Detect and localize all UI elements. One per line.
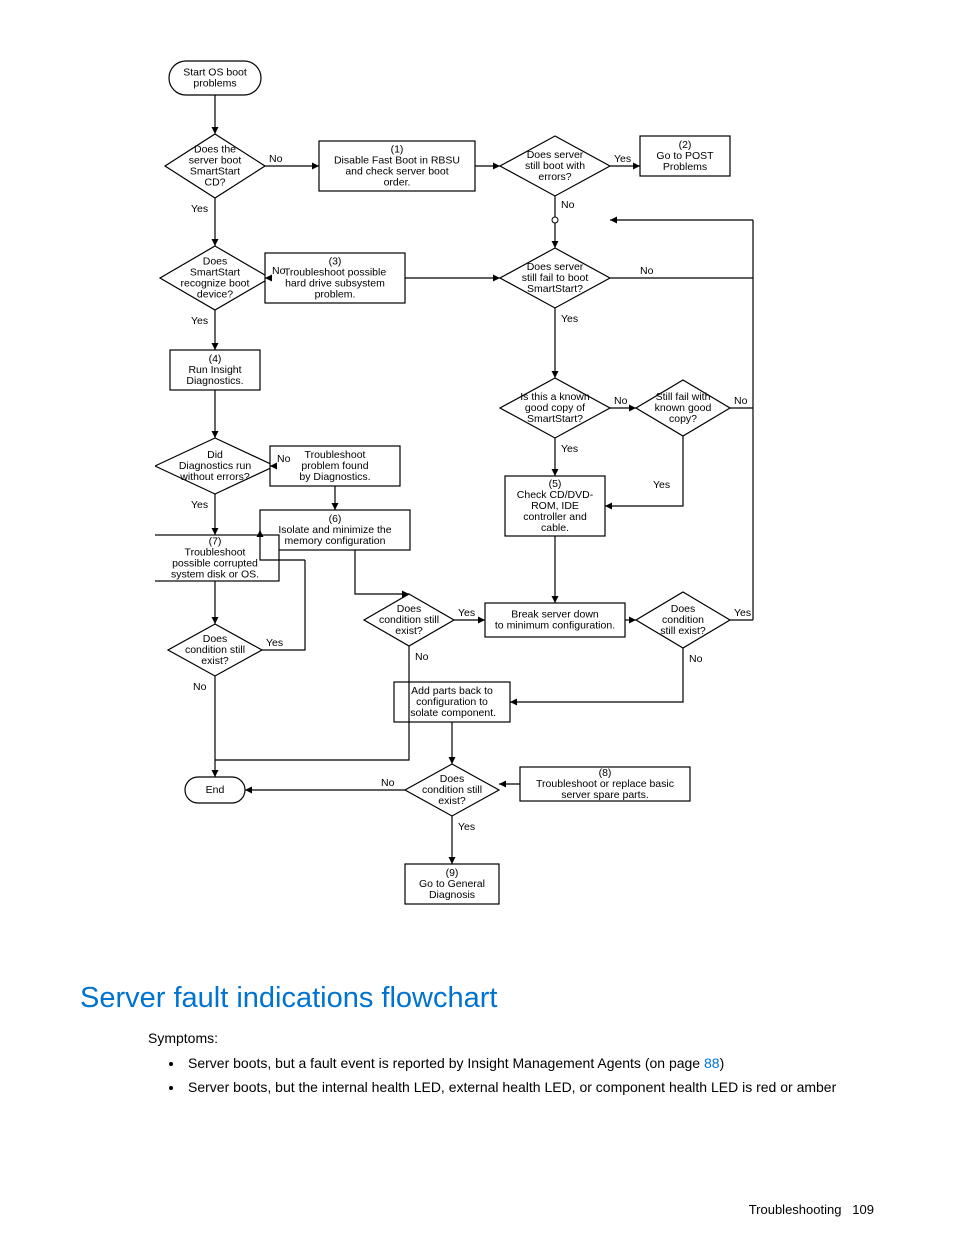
svg-text:Yes: Yes xyxy=(653,479,670,491)
svg-text:Yes: Yes xyxy=(266,637,283,649)
svg-text:server spare parts.: server spare parts. xyxy=(561,789,649,801)
svg-text:Yes: Yes xyxy=(614,153,631,165)
bullet1-text-b: ) xyxy=(720,1055,725,1071)
svg-text:Yes: Yes xyxy=(191,203,208,215)
svg-text:Yes: Yes xyxy=(191,499,208,511)
svg-text:Diagnostics.: Diagnostics. xyxy=(186,375,243,387)
svg-text:device?: device? xyxy=(197,289,233,301)
svg-text:Yes: Yes xyxy=(458,607,475,619)
svg-text:exist?: exist? xyxy=(201,655,229,667)
svg-text:memory configuration: memory configuration xyxy=(285,535,386,547)
svg-text:No: No xyxy=(640,265,654,277)
svg-text:Yes: Yes xyxy=(458,821,475,833)
svg-text:system disk or OS.: system disk or OS. xyxy=(171,569,259,581)
bullet-1: Server boots, but a fault event is repor… xyxy=(184,1055,836,1071)
svg-text:No: No xyxy=(561,199,575,211)
svg-text:order.: order. xyxy=(384,177,411,189)
page-footer: Troubleshooting 109 xyxy=(749,1202,874,1217)
svg-text:Yes: Yes xyxy=(734,607,751,619)
svg-text:cable.: cable. xyxy=(541,522,569,534)
svg-text:without errors?: without errors? xyxy=(179,471,250,483)
svg-text:by Diagnostics.: by Diagnostics. xyxy=(299,471,370,483)
svg-text:No: No xyxy=(269,153,283,165)
svg-text:CD?: CD? xyxy=(204,177,225,189)
svg-text:to minimum configuration.: to minimum configuration. xyxy=(495,620,615,632)
svg-text:No: No xyxy=(734,395,748,407)
svg-text:Problems: Problems xyxy=(663,161,707,173)
svg-text:SmartStart?: SmartStart? xyxy=(527,413,583,425)
svg-text:exist?: exist? xyxy=(395,625,423,637)
svg-text:No: No xyxy=(272,265,286,277)
svg-text:problem.: problem. xyxy=(315,289,356,301)
svg-text:No: No xyxy=(415,651,429,663)
svg-text:still exist?: still exist? xyxy=(660,625,706,637)
svg-text:No: No xyxy=(614,395,628,407)
footer-page-number: 109 xyxy=(852,1202,874,1217)
symptoms-label: Symptoms: xyxy=(148,1028,218,1048)
svg-text:Yes: Yes xyxy=(191,315,208,327)
svg-text:errors?: errors? xyxy=(538,171,571,183)
bullet1-text-a: Server boots, but a fault event is repor… xyxy=(188,1055,704,1071)
svg-text:problems: problems xyxy=(193,78,236,90)
svg-text:No: No xyxy=(381,777,395,789)
svg-text:copy?: copy? xyxy=(669,413,697,425)
svg-text:No: No xyxy=(193,681,207,693)
svg-text:Yes: Yes xyxy=(561,313,578,325)
svg-text:isolate component.: isolate component. xyxy=(408,707,496,719)
svg-text:Diagnosis: Diagnosis xyxy=(429,889,475,901)
footer-section: Troubleshooting xyxy=(749,1202,842,1217)
bullet-2: Server boots, but the internal health LE… xyxy=(184,1079,836,1095)
page-ref-link[interactable]: 88 xyxy=(704,1055,720,1071)
svg-text:exist?: exist? xyxy=(438,795,466,807)
svg-text:No: No xyxy=(689,653,703,665)
symptoms-list: Server boots, but a fault event is repor… xyxy=(148,1055,836,1103)
os-boot-flowchart: Start OS bootproblemsDoes theserver boot… xyxy=(155,60,795,970)
svg-text:Yes: Yes xyxy=(561,443,578,455)
svg-text:No: No xyxy=(277,453,291,465)
section-heading: Server fault indications flowchart xyxy=(80,982,497,1015)
svg-text:End: End xyxy=(206,784,225,796)
svg-text:SmartStart?: SmartStart? xyxy=(527,283,583,295)
